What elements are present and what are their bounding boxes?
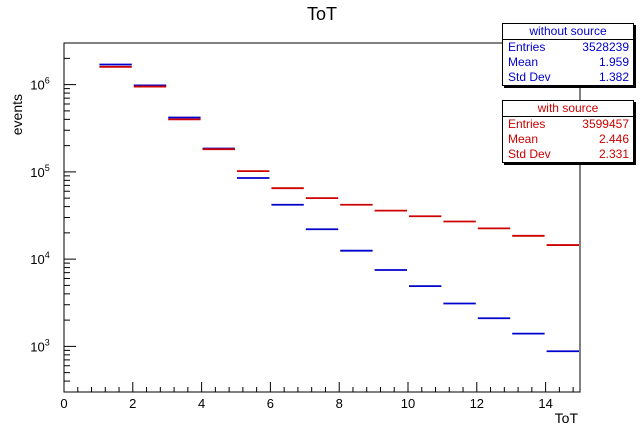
stats-box-with-source: with source Entries 3599457 Mean 2.446 S… — [502, 100, 634, 163]
x-axis-label: ToT — [555, 410, 579, 426]
x-tick-label: 12 — [470, 396, 484, 411]
histogram-series — [99, 63, 579, 353]
stats-title: without source — [503, 24, 633, 40]
stats-title: with source — [503, 101, 633, 117]
x-tick-label: 6 — [267, 396, 274, 411]
axis-ticks: 0 2 4 6 8 10 12 14 103 104 105 106 — [30, 42, 574, 411]
stats-box-without-source: without source Entries 3528239 Mean 1.95… — [502, 23, 634, 86]
y-tick-label: 104 — [30, 250, 49, 267]
x-tick-label: 10 — [401, 396, 415, 411]
x-tick-label: 8 — [336, 396, 343, 411]
y-tick-label: 103 — [30, 337, 49, 354]
x-tick-label: 14 — [538, 396, 552, 411]
y-tick-label: 106 — [30, 76, 49, 93]
x-tick-label: 4 — [198, 396, 205, 411]
stats-row-entries: Entries 3528239 — [508, 40, 629, 54]
stats-row-std: Std Dev 2.331 — [508, 147, 629, 161]
y-tick-label: 105 — [30, 163, 49, 180]
x-tick-label: 2 — [129, 396, 136, 411]
chart-title: ToT — [307, 4, 337, 24]
stats-row-std: Std Dev 1.382 — [508, 70, 629, 84]
plot-frame — [63, 42, 581, 393]
stats-row-mean: Mean 1.959 — [508, 55, 629, 69]
y-axis-label: events — [9, 94, 25, 135]
stats-row-mean: Mean 2.446 — [508, 132, 629, 146]
stats-row-entries: Entries 3599457 — [508, 117, 629, 131]
x-tick-label: 0 — [60, 396, 67, 411]
